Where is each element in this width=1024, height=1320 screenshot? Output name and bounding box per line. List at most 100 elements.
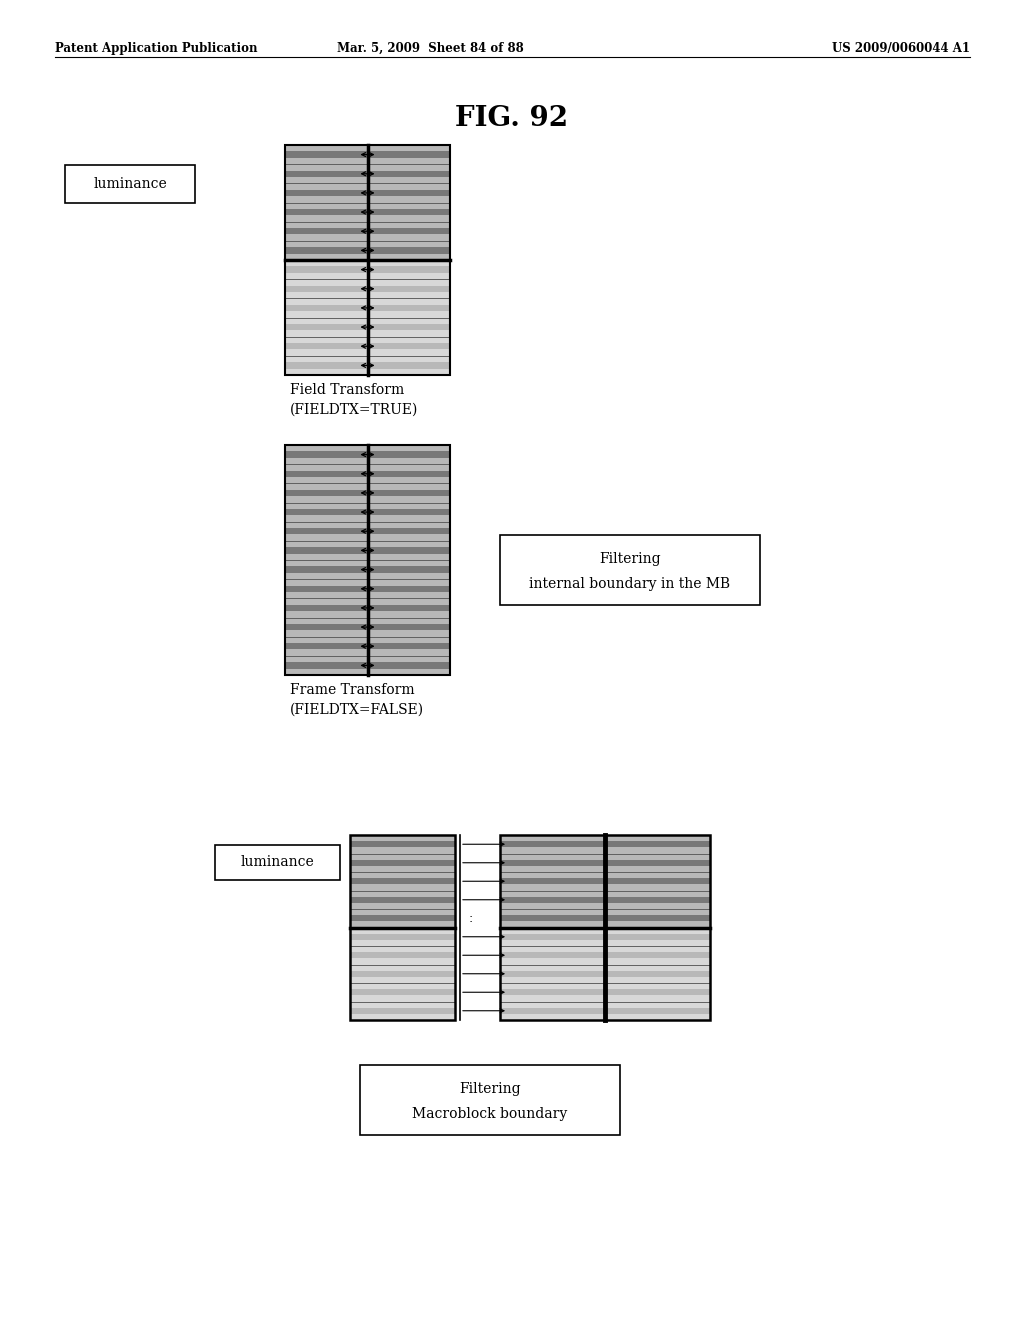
Bar — [350, 903, 455, 909]
Text: FIG. 92: FIG. 92 — [456, 106, 568, 132]
Text: (FIELDTX=FALSE): (FIELDTX=FALSE) — [290, 704, 424, 717]
Bar — [500, 873, 605, 878]
Bar — [350, 873, 455, 878]
Bar — [350, 878, 455, 884]
Bar — [285, 445, 450, 675]
Bar — [500, 921, 605, 928]
Bar — [350, 928, 455, 933]
Bar — [500, 940, 605, 946]
Bar — [285, 560, 450, 566]
Bar — [605, 958, 710, 965]
Bar — [285, 362, 450, 368]
Bar — [285, 458, 450, 465]
Bar — [350, 933, 455, 940]
Bar — [350, 896, 455, 903]
Bar — [500, 909, 605, 915]
Bar — [285, 656, 450, 663]
Bar — [350, 884, 455, 891]
Bar — [350, 970, 455, 977]
Bar — [500, 995, 605, 1002]
Bar — [285, 643, 450, 649]
Bar — [285, 177, 450, 183]
Bar — [605, 884, 710, 891]
Text: Macroblock boundary: Macroblock boundary — [413, 1107, 567, 1121]
Bar — [285, 209, 450, 215]
Bar — [605, 921, 710, 928]
Bar — [285, 579, 450, 586]
Bar — [285, 368, 450, 375]
Bar — [285, 573, 450, 579]
Bar — [500, 977, 605, 983]
Bar — [350, 1002, 455, 1007]
Bar — [605, 847, 710, 854]
Bar — [605, 903, 710, 909]
Bar — [605, 873, 710, 878]
Bar — [605, 909, 710, 915]
Bar — [605, 952, 710, 958]
Bar — [500, 1014, 605, 1020]
Bar — [285, 618, 450, 624]
Bar — [500, 891, 605, 896]
Bar — [285, 183, 450, 190]
Bar — [350, 983, 455, 989]
Bar — [285, 323, 450, 330]
Bar — [500, 983, 605, 989]
Bar — [500, 878, 605, 884]
Bar — [350, 841, 455, 847]
Bar — [605, 983, 710, 989]
Bar — [605, 841, 710, 847]
Bar — [605, 896, 710, 903]
Bar — [285, 503, 450, 510]
Bar — [350, 946, 455, 952]
Bar — [285, 496, 450, 503]
Bar — [350, 940, 455, 946]
Bar — [285, 305, 450, 312]
Bar — [605, 859, 710, 866]
Bar — [285, 152, 450, 158]
Bar — [285, 267, 450, 273]
Bar — [285, 170, 450, 177]
Bar — [285, 535, 450, 541]
Bar — [500, 535, 760, 605]
Bar — [285, 483, 450, 490]
Bar — [350, 958, 455, 965]
Bar — [350, 847, 455, 854]
Bar — [285, 292, 450, 298]
Bar — [285, 649, 450, 656]
Bar — [285, 510, 450, 515]
Bar — [65, 165, 195, 203]
Bar — [285, 663, 450, 669]
Bar — [350, 854, 455, 859]
Text: internal boundary in the MB: internal boundary in the MB — [529, 577, 730, 591]
Bar — [350, 965, 455, 970]
Bar — [500, 1007, 605, 1014]
Bar — [500, 952, 605, 958]
Bar — [500, 965, 605, 970]
Bar — [285, 515, 450, 521]
Bar — [350, 836, 455, 841]
Bar — [285, 566, 450, 573]
Bar — [500, 1002, 605, 1007]
Bar — [500, 859, 605, 866]
Bar — [500, 928, 605, 933]
Bar — [285, 285, 450, 292]
Bar — [285, 164, 450, 170]
Bar — [605, 970, 710, 977]
Bar — [285, 611, 450, 618]
Bar — [285, 470, 450, 477]
Bar — [500, 841, 605, 847]
Bar — [285, 477, 450, 483]
Bar — [285, 202, 450, 209]
Bar — [285, 624, 450, 630]
Bar — [350, 836, 455, 1020]
Bar — [285, 197, 450, 202]
Bar — [500, 970, 605, 977]
Bar — [605, 915, 710, 921]
Bar — [285, 465, 450, 470]
Bar — [285, 215, 450, 222]
Bar — [500, 958, 605, 965]
Bar — [285, 669, 450, 675]
Bar — [350, 952, 455, 958]
Bar — [285, 260, 450, 267]
Bar — [605, 1007, 710, 1014]
